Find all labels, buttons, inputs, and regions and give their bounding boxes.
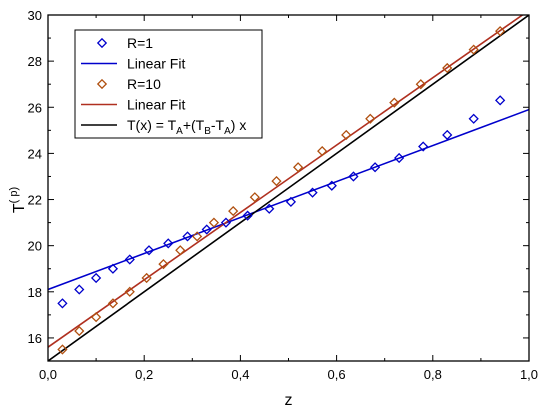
legend-marker-2 xyxy=(96,78,108,90)
data-point-2-8 xyxy=(191,231,203,242)
x-tick-label: 0,6 xyxy=(328,367,346,382)
data-point-0-20 xyxy=(468,113,479,124)
y-tick-label: 22 xyxy=(28,193,42,208)
data-point-0-3 xyxy=(107,263,119,274)
legend-label-4: T(x) = TA+(TB-TA) x xyxy=(127,117,246,137)
legend-label-3: Linear Fit xyxy=(127,97,185,113)
data-point-2-1 xyxy=(74,325,85,337)
data-point-0-13 xyxy=(307,187,318,198)
series-line-4 xyxy=(48,15,529,361)
x-tick-label: 0,8 xyxy=(424,367,442,382)
data-point-0-17 xyxy=(394,152,405,164)
data-point-0-9 xyxy=(220,217,232,228)
data-point-0-0 xyxy=(57,298,68,309)
data-point-2-9 xyxy=(208,217,220,228)
legend-subscript: A xyxy=(224,126,231,137)
y-tick-label: 28 xyxy=(28,54,42,69)
data-point-2-5 xyxy=(141,272,152,284)
data-point-0-11 xyxy=(264,203,275,214)
data-point-2-10 xyxy=(228,205,239,217)
data-point-0-10 xyxy=(242,210,253,221)
data-point-2-6 xyxy=(158,259,169,270)
axes: 0,0 0,2 0,4 0,6 0,8 1,0 16 18 20 22 24 26 28 30 z T( p) xyxy=(8,8,538,409)
data-point-0-5 xyxy=(143,245,155,256)
data-point-2-13 xyxy=(293,162,304,173)
data-point-2-18 xyxy=(415,79,426,90)
legend-text-part: ) x xyxy=(231,117,247,133)
x-tick-label: 0,0 xyxy=(39,367,57,382)
data-point-0-19 xyxy=(442,129,453,141)
data-point-0-15 xyxy=(348,171,359,182)
data-point-2-4 xyxy=(124,286,135,297)
data-point-0-14 xyxy=(326,180,337,191)
data-point-2-2 xyxy=(90,312,102,323)
data-point-0-1 xyxy=(74,284,85,295)
data-point-0-6 xyxy=(163,238,174,249)
y-tick-label: 30 xyxy=(28,8,42,23)
legend-label-1: Linear Fit xyxy=(127,56,185,72)
data-point-2-7 xyxy=(175,245,186,256)
y-tick-label: 24 xyxy=(28,146,42,161)
legend-label-2: R=10 xyxy=(127,76,161,92)
y-tick-label: 18 xyxy=(28,285,42,300)
data-point-2-3 xyxy=(107,298,119,309)
data-point-2-16 xyxy=(365,113,376,124)
x-tick-label: 1,0 xyxy=(520,367,538,382)
x-axis-label: z xyxy=(285,392,293,409)
legend-text-part: -T xyxy=(211,117,225,133)
data-point-2-15 xyxy=(341,129,352,141)
data-point-2-21 xyxy=(495,26,506,37)
data-point-2-12 xyxy=(271,175,282,187)
data-point-2-0 xyxy=(57,344,68,355)
data-point-0-12 xyxy=(285,196,297,207)
data-point-0-7 xyxy=(182,231,193,242)
data-point-0-16 xyxy=(369,162,381,173)
y-tick-label: 20 xyxy=(28,239,42,254)
data-point-0-8 xyxy=(201,224,212,235)
data-point-2-20 xyxy=(468,44,479,55)
data-point-2-17 xyxy=(389,97,400,108)
y-axis-label-main: T xyxy=(11,203,28,213)
data-point-2-19 xyxy=(442,62,453,74)
y-axis-label-sup: ( p) xyxy=(8,187,20,204)
legend-subscript: B xyxy=(204,126,211,137)
y-tick-label: 26 xyxy=(28,100,42,115)
data-point-2-14 xyxy=(317,145,328,157)
x-tick-label: 0,2 xyxy=(135,367,153,382)
data-point-0-21 xyxy=(495,95,506,106)
legend-label-0: R=1 xyxy=(127,35,153,51)
series-group xyxy=(48,15,529,361)
data-point-0-18 xyxy=(418,141,429,152)
y-tick-label: 16 xyxy=(28,331,42,346)
series-line-3 xyxy=(48,15,524,348)
legend-text-part: +(T xyxy=(183,117,205,133)
plot-area xyxy=(48,15,529,361)
legend-marker-0 xyxy=(96,37,108,49)
data-point-2-11 xyxy=(249,192,260,203)
y-axis-label: T( p) xyxy=(8,187,28,213)
legend-subscript: A xyxy=(176,126,183,137)
data-point-0-4 xyxy=(124,254,135,265)
x-tick-label: 0,4 xyxy=(231,367,249,382)
data-point-0-2 xyxy=(90,272,102,284)
legend-text-part: T(x) = T xyxy=(127,117,177,133)
